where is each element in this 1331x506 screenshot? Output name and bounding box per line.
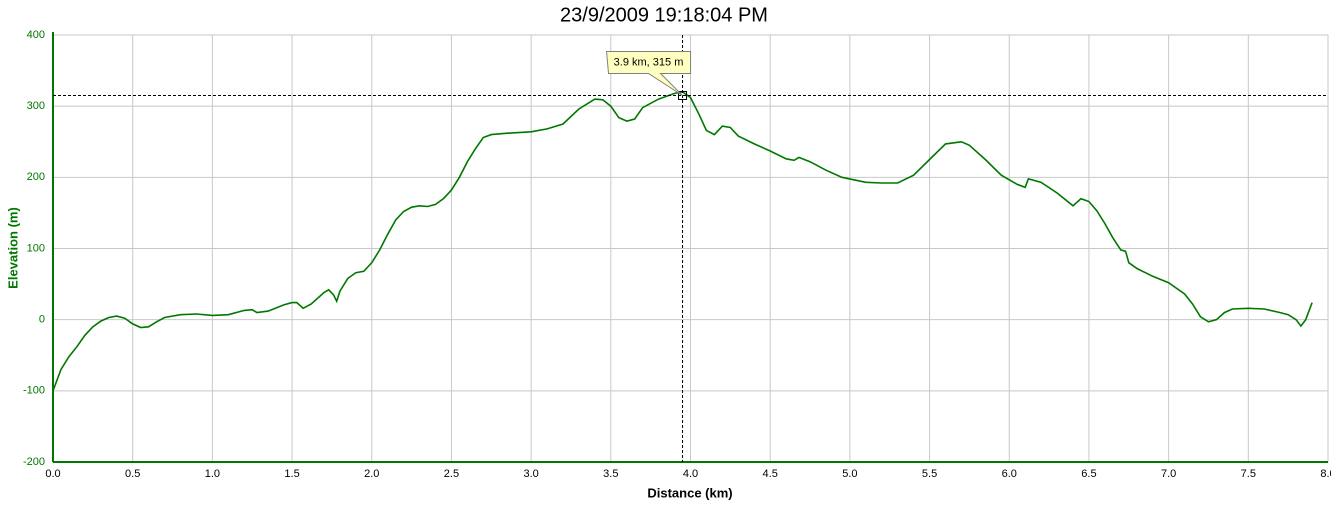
y-tick-label: 400 bbox=[27, 29, 45, 41]
tooltip-box bbox=[605, 50, 692, 96]
x-tick-label: 4.5 bbox=[763, 468, 778, 480]
x-tick-label: 1.5 bbox=[284, 468, 299, 480]
x-tick-label: 0.0 bbox=[45, 468, 60, 480]
x-tick-label: 2.5 bbox=[444, 468, 459, 480]
x-tick-label: 4.0 bbox=[683, 468, 698, 480]
x-tick-label: 8.0 bbox=[1320, 468, 1331, 480]
y-axis-label: Elevation (m) bbox=[5, 207, 20, 289]
x-tick-label: 6.0 bbox=[1002, 468, 1017, 480]
x-tick-label: 7.5 bbox=[1241, 468, 1256, 480]
x-tick-label: 5.5 bbox=[922, 468, 937, 480]
y-tick-label: 100 bbox=[27, 242, 45, 254]
x-tick-label: 3.0 bbox=[523, 468, 538, 480]
x-axis-label: Distance (km) bbox=[647, 485, 732, 500]
x-tick-label: 7.0 bbox=[1161, 468, 1176, 480]
y-tick-label: 0 bbox=[39, 314, 45, 326]
tooltip-text: 3.9 km, 315 m bbox=[614, 56, 684, 68]
x-tick-label: 6.5 bbox=[1081, 468, 1096, 480]
y-tick-label: -100 bbox=[23, 385, 45, 397]
x-tick-label: 0.5 bbox=[125, 468, 140, 480]
x-tick-label: 1.0 bbox=[205, 468, 220, 480]
x-tick-label: 3.5 bbox=[603, 468, 618, 480]
y-tick-label: -200 bbox=[23, 456, 45, 468]
y-tick-label: 200 bbox=[27, 171, 45, 183]
chart-title: 23/9/2009 19:18:04 PM bbox=[560, 4, 768, 26]
elevation-line bbox=[52, 91, 1313, 392]
crosshair-marker bbox=[678, 90, 688, 100]
x-tick-label: 5.0 bbox=[842, 468, 857, 480]
x-tick-label: 2.0 bbox=[364, 468, 379, 480]
y-tick-label: 300 bbox=[27, 100, 45, 112]
